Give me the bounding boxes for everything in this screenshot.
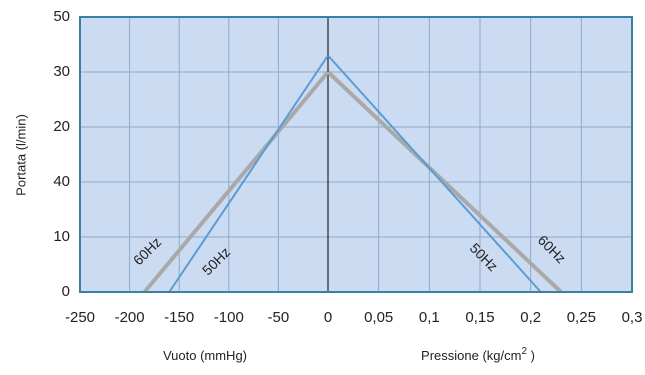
y-tick-label: 50 xyxy=(53,8,70,25)
x-tick-label: -50 xyxy=(268,309,290,326)
x-axis-label-text: Vuoto (mmHg) xyxy=(163,348,247,363)
x-tick-label: 0,1 xyxy=(419,309,440,326)
series-line xyxy=(327,54,542,293)
x-tick-label: -200 xyxy=(115,309,145,326)
x-tick-label: 0 xyxy=(324,309,332,326)
x-tick-label: 0,15 xyxy=(465,309,494,326)
y-tick-label: 0 xyxy=(62,283,70,300)
x-tick-label: 0,05 xyxy=(364,309,393,326)
series-line xyxy=(326,70,563,294)
x-tick-label: -250 xyxy=(65,309,95,326)
x-tick-label: 0,2 xyxy=(520,309,541,326)
y-tick-label: 40 xyxy=(53,173,70,190)
x-tick-label: 0,25 xyxy=(567,309,596,326)
y-tick-label: 20 xyxy=(53,118,70,135)
grid xyxy=(79,16,633,293)
marks xyxy=(142,54,563,294)
series-line xyxy=(168,54,329,293)
x-axis-label: Vuoto (mmHg) xyxy=(163,348,247,363)
y-tick-label: 30 xyxy=(53,63,70,80)
x-axis-label-text: Pressione (kg/cm xyxy=(421,348,521,363)
x-tick-label: -150 xyxy=(164,309,194,326)
x-axis-label-text: ) xyxy=(527,348,535,363)
series-line xyxy=(142,70,330,294)
y-tick-label: 10 xyxy=(53,228,70,245)
x-tick-label: -100 xyxy=(214,309,244,326)
x-axis-label-sup: 2 xyxy=(521,346,527,357)
x-tick-label: 0,3 xyxy=(622,309,643,326)
y-axis-label: Portata (l/min) xyxy=(13,114,28,196)
plot-border xyxy=(79,16,633,293)
plot-area xyxy=(80,17,632,292)
x-axis-label: Pressione (kg/cm2 ) xyxy=(421,346,535,364)
